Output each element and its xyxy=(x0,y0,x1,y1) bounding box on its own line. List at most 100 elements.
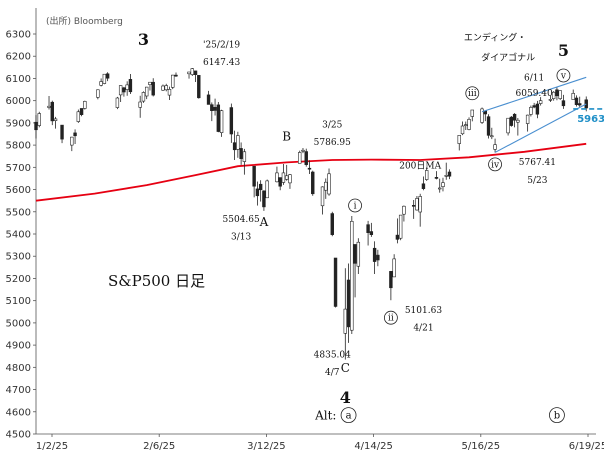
annotation-ending-diagonal-1: エンディング・ xyxy=(464,32,526,44)
x-tick-label: 4/14/25 xyxy=(354,441,393,452)
x-axis-ticks: 1/2/25 2/6/25 3/12/25 4/14/25 5/16/25 6/19/25 xyxy=(36,434,604,452)
candle-body xyxy=(298,152,302,164)
annotation-ii-value: 5101.63 xyxy=(405,306,442,316)
annotation-top-value: 6059.40 xyxy=(516,89,553,99)
candle-body xyxy=(330,213,334,235)
candle-body xyxy=(167,89,172,96)
annotation-a-value: 5504.65 xyxy=(223,215,260,225)
candle-body xyxy=(441,182,445,187)
x-tick-label: 6/19/25 xyxy=(569,441,604,452)
candle-body xyxy=(457,135,461,144)
channel-lower-line xyxy=(494,103,587,153)
candle-body xyxy=(34,121,38,131)
annotation-peak-date: '25/2/19 xyxy=(203,40,240,50)
annotation-wave-iii-circle xyxy=(465,86,480,101)
candle-body xyxy=(252,165,256,187)
annotations-layer: 3 '25/2/19 6147.43 B 3/25 5786.95 5504.65 3/13 A… xyxy=(138,30,571,424)
y-tick-label: 5400 xyxy=(6,230,31,241)
candle-body xyxy=(333,257,338,307)
candle-body xyxy=(369,231,374,235)
x-tick-label: 5/16/25 xyxy=(462,441,501,452)
annotation-wave-v-circle xyxy=(556,68,571,83)
candle-body xyxy=(47,105,51,108)
annotation-wave-v: v xyxy=(560,71,567,81)
annotation-peak-value: 6147.43 xyxy=(203,58,240,68)
candle-body xyxy=(122,87,126,93)
candle-body xyxy=(311,171,315,195)
candle-body xyxy=(76,111,81,122)
annotation-b-date: 3/25 xyxy=(322,120,342,130)
candle-body xyxy=(174,74,178,77)
annotation-wave-a: A xyxy=(259,215,269,229)
candle-body xyxy=(197,75,201,99)
candle-body xyxy=(79,108,84,115)
y-tick-label: 4900 xyxy=(6,341,31,352)
y-axis-ticks: 4500 4600 4700 4800 4900 5000 5100 5200 5300 5400… xyxy=(6,30,36,441)
annotation-wave-iv: iv xyxy=(491,160,500,170)
candle-body xyxy=(304,151,308,165)
candle-body xyxy=(320,186,325,207)
candle-body xyxy=(486,116,491,136)
candle-body xyxy=(529,107,533,115)
candle-body xyxy=(411,205,416,207)
annotation-wave-iv-circle xyxy=(488,157,502,172)
candle-body xyxy=(551,91,556,99)
candles-layer xyxy=(34,68,588,360)
candle-body xyxy=(164,85,168,91)
candle-body xyxy=(128,79,133,93)
candle-body xyxy=(571,93,575,100)
candle-body xyxy=(229,107,234,135)
candle-body xyxy=(353,244,357,264)
annotation-wave-i-circle xyxy=(348,198,362,213)
candle-body xyxy=(447,171,452,177)
annotation-alt-b-circle xyxy=(549,407,565,424)
candle-body xyxy=(467,119,471,130)
candle-body xyxy=(574,97,579,105)
candle-body xyxy=(258,183,263,191)
annotation-top-date: 6/11 xyxy=(524,74,544,84)
candle-body xyxy=(115,97,120,108)
candle-body xyxy=(118,85,123,96)
candle-body xyxy=(512,113,517,121)
candle-body xyxy=(73,132,77,137)
candle-body xyxy=(350,221,354,331)
candle-body xyxy=(424,170,429,180)
candle-body xyxy=(578,103,582,106)
candle-body xyxy=(548,99,553,101)
annotation-wave-iii: iii xyxy=(468,89,477,99)
y-tick-label: 5200 xyxy=(6,274,31,285)
y-tick-label: 4700 xyxy=(6,385,31,396)
candle-body xyxy=(538,100,543,104)
candle-body xyxy=(239,148,243,159)
annotation-wave-4: 4 xyxy=(340,388,351,407)
y-tick-label: 5700 xyxy=(6,163,31,174)
candle-body xyxy=(460,125,465,135)
candle-body xyxy=(402,205,406,215)
candle-body xyxy=(584,99,588,109)
candle-body xyxy=(262,190,266,208)
candle-body xyxy=(392,258,396,278)
candle-body xyxy=(96,89,100,98)
source-label: (出所) Bloomberg xyxy=(46,15,123,27)
candle-body xyxy=(144,86,149,97)
candle-body xyxy=(343,308,348,334)
candle-body xyxy=(438,187,442,190)
annotation-alt-a-circle xyxy=(340,407,357,424)
annotation-wave-3: 3 xyxy=(138,30,149,49)
candle-body xyxy=(480,108,484,123)
candle-body xyxy=(506,117,510,134)
candle-body xyxy=(493,144,497,150)
candle-body xyxy=(288,174,292,184)
candle-body xyxy=(366,224,370,233)
candle-body xyxy=(242,151,247,162)
annotation-wave-ii: ii xyxy=(388,314,394,324)
candle-body xyxy=(102,73,107,84)
annotation-ii-date: 4/21 xyxy=(413,324,433,334)
candle-body xyxy=(356,241,361,267)
candle-body xyxy=(37,113,41,126)
chart-title: S&P500 日足 xyxy=(108,272,205,290)
candle-body xyxy=(236,135,240,150)
y-tick-label: 4500 xyxy=(6,430,31,441)
candle-body xyxy=(219,110,224,133)
candle-body xyxy=(187,71,191,75)
